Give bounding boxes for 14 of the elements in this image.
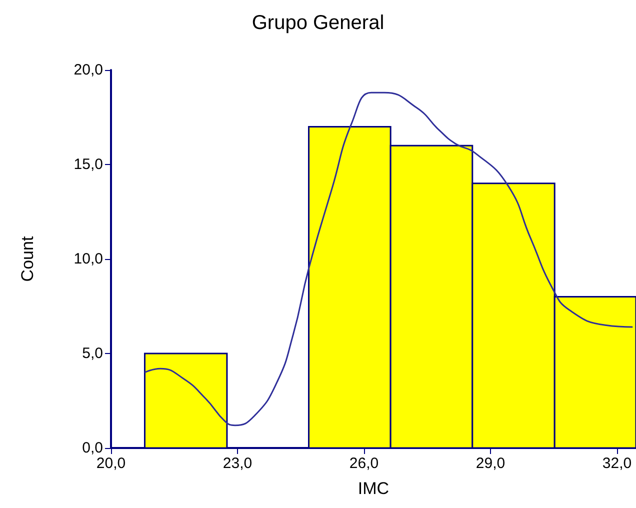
x-tick-label: 32,0 <box>602 455 632 472</box>
x-tick-label: 29,0 <box>476 455 506 472</box>
y-tick-label: 20,0 <box>74 62 103 78</box>
y-tick-label: 0,0 <box>82 440 103 456</box>
y-tick-label: 5,0 <box>82 345 103 362</box>
x-axis-title: IMC <box>358 479 390 498</box>
line-series <box>144 92 634 426</box>
y-tick-label: 10,0 <box>74 250 103 268</box>
chart-title: Grupo General <box>252 12 384 34</box>
y-tick-label: 15,0 <box>74 156 103 173</box>
y-axis-title: Count <box>18 236 37 282</box>
x-tick-label: 20,0 <box>96 455 126 472</box>
x-tick-label: 23,0 <box>222 455 252 472</box>
x-tick-label: 26,0 <box>349 455 379 472</box>
